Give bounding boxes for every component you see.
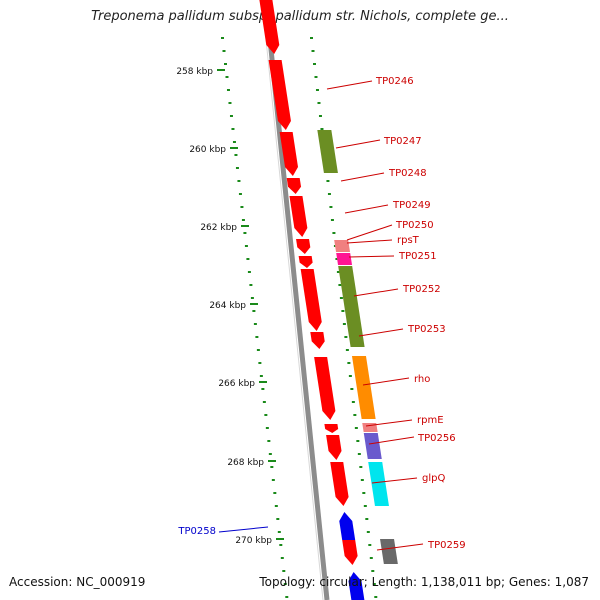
gene-arrow — [324, 424, 339, 433]
scale-label: 270 kbp — [235, 536, 272, 546]
gene-label: glpQ — [422, 473, 445, 484]
gene-block-TP0259 — [380, 539, 398, 564]
gene-arrow — [259, 0, 280, 54]
label-leader — [368, 436, 415, 445]
label-leader — [218, 526, 269, 533]
label-leader — [340, 172, 385, 182]
label-leader — [365, 419, 413, 427]
label-leader — [346, 224, 393, 241]
map-title: Treponema pallidum subsp. pallidum str. … — [91, 9, 509, 24]
gene-block-TP0252 — [338, 266, 365, 347]
gene-label: rpmE — [417, 415, 444, 426]
label-leader — [358, 328, 404, 337]
gene-arrow — [286, 178, 302, 194]
label-leader — [362, 377, 410, 386]
gene-label: rho — [414, 374, 430, 385]
gene-arrow — [298, 256, 313, 268]
gene-arrow — [300, 269, 322, 331]
gene-label: rpsT — [397, 235, 420, 246]
gene-label: TP0252 — [402, 284, 441, 295]
gene-label: TP0251 — [398, 251, 437, 262]
gene-arrow — [330, 462, 349, 506]
gene-arrow — [279, 132, 299, 176]
gene-label: TP0246 — [375, 76, 414, 87]
gene-block-TP0251 — [336, 253, 353, 265]
gene-block-TP0256 — [363, 433, 382, 459]
scale-label: 268 kbp — [227, 458, 264, 468]
gene-block-rho — [351, 356, 376, 419]
gene-block-glpQ — [368, 462, 389, 506]
gene-arrow — [326, 435, 342, 460]
gene-label: TP0259 — [427, 540, 466, 551]
label-leader — [326, 80, 373, 90]
gene-label-TP0258: TP0258 — [177, 526, 216, 537]
gene-label: TP0247 — [383, 136, 422, 147]
gene-label: TP0256 — [417, 433, 456, 444]
scale-label: 262 kbp — [200, 223, 237, 233]
gene-arrow — [348, 572, 365, 600]
gene-arrow — [296, 239, 311, 254]
gene-label: TP0253 — [407, 324, 446, 335]
gene-arrow — [314, 357, 336, 420]
gene-label: TP0248 — [388, 168, 427, 179]
gene-arrow — [289, 196, 308, 237]
backbone-shadow — [261, 0, 324, 600]
label-leader — [353, 288, 399, 297]
gene-block-TP0247 — [317, 130, 338, 173]
scale-label: 258 kbp — [176, 67, 213, 77]
gene-arrow-TP0258 — [339, 512, 356, 540]
gene-label: TP0249 — [392, 200, 431, 211]
gene-arrow — [342, 540, 358, 565]
topology-label: Topology: circular; Length: 1,138,011 bp… — [259, 575, 589, 589]
label-leader — [348, 255, 395, 258]
gene-arrow — [268, 60, 291, 130]
scale-label: 260 kbp — [189, 145, 226, 155]
gene-block-rpsT — [334, 240, 351, 252]
label-leader — [335, 139, 381, 149]
accession-label: Accession: NC_000919 — [9, 575, 146, 589]
label-leader — [346, 239, 393, 244]
label-leader — [376, 543, 424, 551]
scale-label: 264 kbp — [209, 301, 246, 311]
gene-arrow — [310, 332, 325, 349]
label-leader — [371, 477, 418, 484]
label-leader — [344, 204, 389, 214]
gene-label: TP0250 — [395, 220, 434, 231]
scale-label: 266 kbp — [218, 379, 255, 389]
